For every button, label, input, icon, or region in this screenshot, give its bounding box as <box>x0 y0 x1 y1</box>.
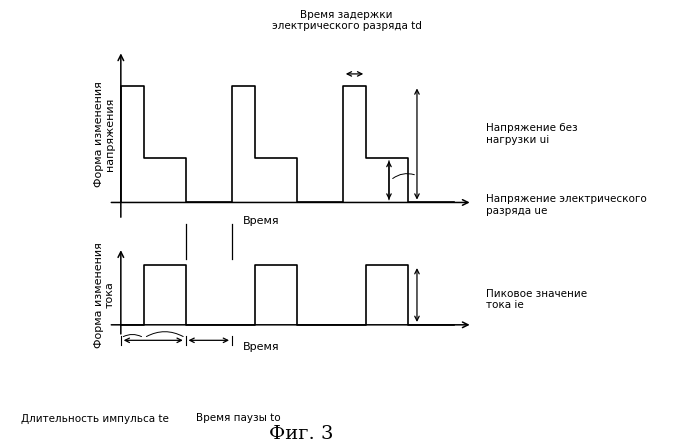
Text: Длительность импульса te: Длительность импульса te <box>21 413 169 423</box>
Text: Напряжение электрического
разряда ue: Напряжение электрического разряда ue <box>486 194 648 216</box>
Text: Напряжение без
нагрузки ui: Напряжение без нагрузки ui <box>486 123 578 145</box>
Text: Фиг. 3: Фиг. 3 <box>269 425 333 443</box>
Text: Время: Время <box>242 342 279 351</box>
Text: Пиковое значение
тока ie: Пиковое значение тока ie <box>486 289 587 310</box>
Y-axis label: Форма изменения
тока: Форма изменения тока <box>94 242 115 348</box>
Text: Время: Время <box>242 216 279 227</box>
Y-axis label: Форма изменения
напряжения: Форма изменения напряжения <box>94 81 115 187</box>
Text: Время задержки
электрического разряда td: Время задержки электрического разряда td <box>272 10 421 31</box>
Text: Время паузы to: Время паузы to <box>196 413 281 423</box>
